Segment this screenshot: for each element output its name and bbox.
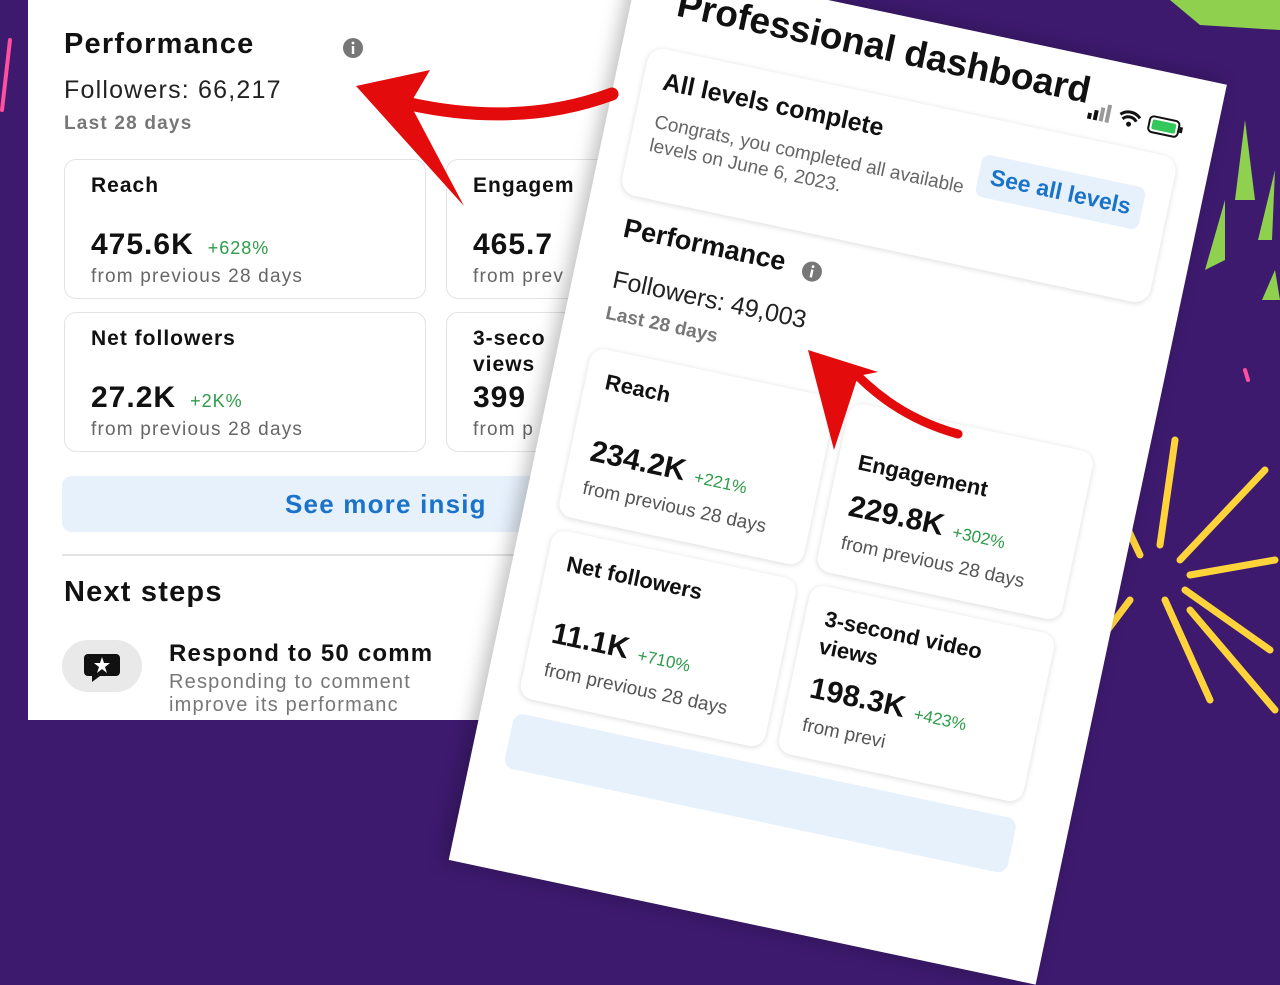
metric-card: Engagement 229.8K +302% from previous 28 … bbox=[815, 401, 1096, 622]
metric-label: 3-seco bbox=[473, 327, 546, 350]
metric-note: from previ bbox=[800, 714, 888, 753]
metric-value: 465.7 bbox=[473, 228, 554, 261]
metric-card: Reach 475.6K +628% from previous 28 days bbox=[64, 159, 426, 299]
metric-card: Net followers 27.2K +2K% from previous 28… bbox=[64, 312, 426, 452]
metric-change: +628% bbox=[207, 238, 270, 258]
info-icon[interactable] bbox=[799, 259, 825, 285]
metric-change: +423% bbox=[912, 704, 969, 735]
divider bbox=[62, 554, 702, 556]
metric-note: from p bbox=[473, 419, 535, 440]
metric-label: Net followers bbox=[91, 327, 236, 350]
performance-title: Performance bbox=[64, 28, 255, 60]
metric-label: Engagem bbox=[473, 174, 575, 197]
metric-label: views bbox=[473, 353, 536, 376]
metric-note: from previous 28 days bbox=[542, 659, 730, 720]
metric-change: +710% bbox=[635, 645, 693, 676]
metric-card: Net followers 11.1K +710% from previous 2… bbox=[518, 528, 799, 749]
metric-value: 399 bbox=[473, 381, 527, 414]
period-label: Last 28 days bbox=[64, 113, 193, 134]
button-label: See more insig bbox=[285, 489, 487, 519]
metric-card: 3-second video views 198.3K +423% from pr… bbox=[776, 583, 1057, 804]
status-icons bbox=[1086, 104, 1184, 138]
metric-change: +221% bbox=[692, 467, 749, 498]
metric-card: Reach 234.2K +221% from previous 28 days bbox=[556, 346, 838, 567]
metric-note: from previous 28 days bbox=[91, 419, 304, 440]
levels-card: All levels complete Congrats, you comple… bbox=[619, 46, 1178, 305]
info-icon[interactable] bbox=[342, 37, 364, 59]
metric-change: +302% bbox=[950, 522, 1007, 553]
metric-label: Reach bbox=[91, 174, 160, 197]
metric-value: 27.2K bbox=[91, 381, 177, 414]
metric-note: from previous 28 days bbox=[91, 266, 304, 287]
see-all-levels-button[interactable]: See all levels bbox=[974, 153, 1147, 231]
metric-value: 198.3K bbox=[806, 671, 909, 725]
metric-value: 229.8K bbox=[845, 489, 948, 543]
next-step-text: improve its performanc bbox=[169, 694, 399, 716]
followers-count: Followers: 66,217 bbox=[64, 76, 282, 104]
phone-screenshot: Professional dashboard All levels comple… bbox=[448, 0, 1227, 985]
next-steps-title: Next steps bbox=[64, 576, 223, 608]
metric-value: 234.2K bbox=[587, 434, 689, 488]
next-step-title: Respond to 50 comm bbox=[169, 640, 434, 667]
metric-value: 475.6K bbox=[91, 228, 194, 261]
next-step-text: Responding to comment bbox=[169, 671, 411, 693]
metric-note: from prev bbox=[473, 266, 565, 287]
metric-label: Net followers bbox=[564, 551, 705, 605]
metric-value: 11.1K bbox=[548, 616, 633, 666]
metric-label: Reach bbox=[603, 369, 673, 408]
comment-icon bbox=[62, 640, 142, 692]
metric-change: +2K% bbox=[190, 391, 243, 411]
